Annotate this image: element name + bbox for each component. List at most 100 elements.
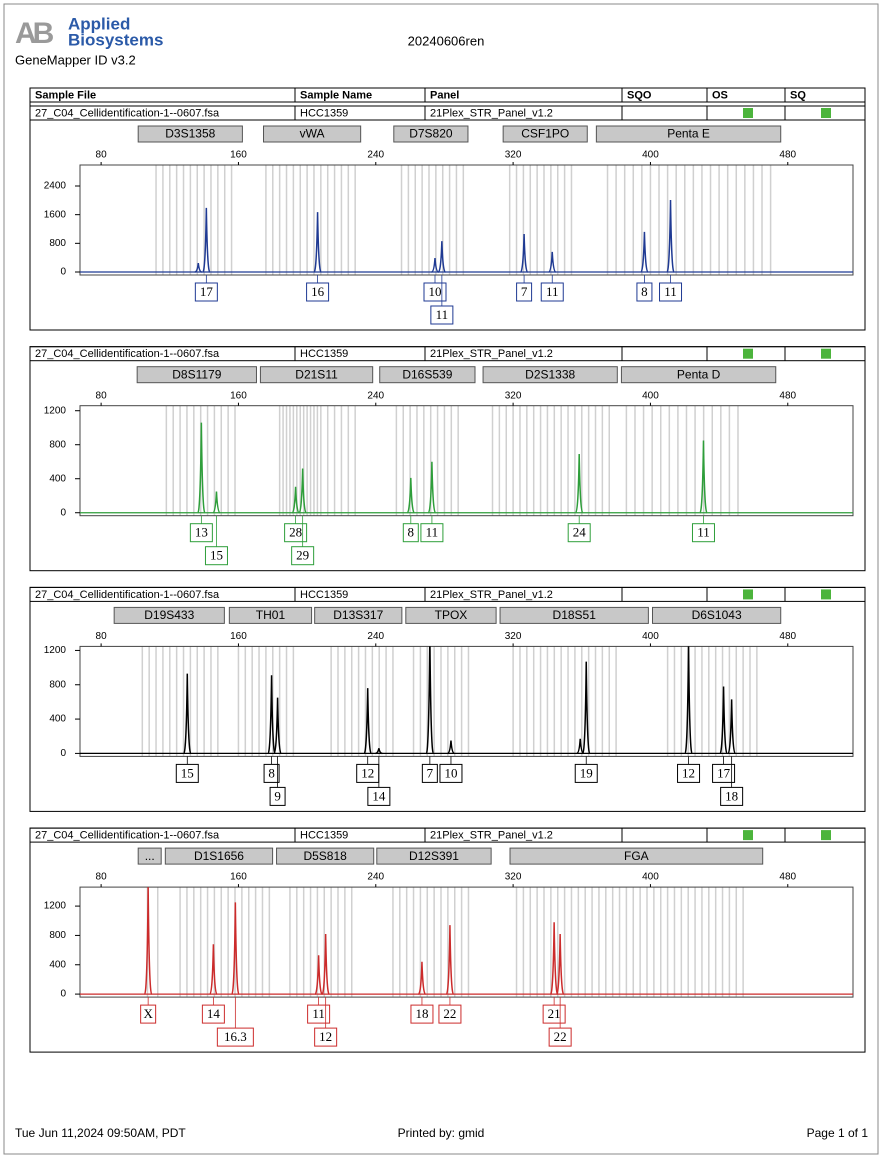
- allele-box: [659, 282, 683, 302]
- peak: [231, 902, 240, 995]
- allele-box: [430, 305, 454, 325]
- allele-box: [291, 546, 315, 566]
- column-header: Sample Name: [300, 89, 372, 101]
- footer-timestamp: Tue Jun 11,2024 09:50AM, PDT: [15, 1126, 186, 1140]
- allele-box: [306, 282, 330, 302]
- peak: [375, 748, 383, 755]
- marker-box: [164, 847, 274, 865]
- allele-label: 8: [408, 525, 415, 540]
- allele-label: 10: [428, 284, 441, 299]
- allele-label: 11: [664, 284, 677, 299]
- marker-box: [499, 606, 649, 624]
- marker-name: D18S51: [553, 608, 597, 622]
- x-tick-label: 160: [230, 390, 247, 401]
- allele-label: 18: [415, 1006, 428, 1021]
- allele-label: 11: [546, 284, 559, 299]
- y-tick-label: 1200: [44, 901, 67, 912]
- peak: [431, 257, 439, 273]
- marker-name: CSF1PO: [521, 127, 569, 141]
- x-tick-label: 320: [505, 390, 522, 401]
- allele-box: [201, 1004, 225, 1024]
- allele-label: 17: [717, 765, 731, 780]
- allele-box: [307, 1004, 331, 1024]
- allele-box: [194, 282, 218, 302]
- allele-label: 14: [372, 788, 386, 803]
- x-tick-label: 80: [96, 872, 108, 883]
- x-tick-label: 80: [96, 150, 108, 161]
- x-tick-label: 240: [367, 872, 384, 883]
- sample-sample-file: 27_C04_Cellidentification-1--0607.fsa: [35, 107, 220, 119]
- peak: [209, 944, 218, 995]
- peak: [202, 207, 211, 273]
- sq-flag: [821, 108, 831, 118]
- peak: [212, 491, 221, 514]
- allele-label: 12: [319, 1029, 332, 1044]
- x-tick-label: 160: [230, 150, 247, 161]
- x-tick-label: 240: [367, 631, 384, 642]
- column-header: OS: [712, 89, 728, 101]
- logo-text: Biosystems: [68, 30, 163, 49]
- allele-box: [410, 1004, 434, 1024]
- allele-label: 21: [548, 1006, 561, 1021]
- marker-box: [314, 606, 403, 624]
- sample-row: [29, 105, 866, 121]
- x-tick-label: 240: [367, 150, 384, 161]
- allele-box: [516, 282, 533, 302]
- allele-box: [677, 763, 701, 783]
- peak: [640, 231, 649, 273]
- allele-label: 28: [289, 525, 302, 540]
- marker-name: FGA: [624, 849, 649, 863]
- sample-sample-name: HCC1359: [300, 830, 348, 842]
- allele-box: [189, 523, 213, 543]
- allele-label: 8: [641, 284, 648, 299]
- y-tick-label: 400: [49, 473, 66, 484]
- marker-box: [482, 366, 618, 384]
- y-tick-label: 1200: [44, 405, 67, 416]
- logo-text: Applied: [68, 14, 130, 33]
- marker-name: TH01: [256, 608, 286, 622]
- x-tick-label: 160: [230, 872, 247, 883]
- marker-box: [228, 606, 313, 624]
- allele-label: 16: [311, 284, 325, 299]
- marker-name: D2S1338: [525, 367, 575, 381]
- logo-mark: AB: [15, 17, 54, 50]
- peak: [183, 673, 192, 755]
- allele-box: [263, 763, 280, 783]
- allele-box: [216, 1027, 254, 1047]
- x-tick-label: 480: [779, 390, 796, 401]
- marker-name: D8S1179: [172, 367, 221, 381]
- x-tick-label: 320: [505, 150, 522, 161]
- trace: [80, 199, 853, 273]
- marker-name: D3S1358: [165, 127, 215, 141]
- y-tick-label: 1600: [44, 209, 67, 220]
- marker-name: D13S317: [333, 608, 383, 622]
- sample-sample-name: HCC1359: [300, 589, 348, 601]
- peak: [684, 646, 693, 755]
- allele-label: 8: [268, 765, 275, 780]
- allele-label: 13: [195, 525, 208, 540]
- allele-box: [540, 282, 564, 302]
- y-tick-label: 0: [60, 989, 66, 1000]
- marker-box: [276, 847, 375, 865]
- column-header: SQO: [627, 89, 652, 101]
- sample-sample-file: 27_C04_Cellidentification-1--0607.fsa: [35, 348, 220, 360]
- x-tick-label: 400: [642, 631, 659, 642]
- plot-frame: [79, 164, 854, 276]
- peak: [548, 251, 557, 273]
- footer-printed-by: Printed by: gmid: [398, 1126, 485, 1140]
- marker-name: D7S820: [409, 127, 453, 141]
- peak: [549, 922, 559, 995]
- marker-box: [651, 606, 782, 624]
- allele-box: [548, 1027, 572, 1047]
- column-header: Sample File: [35, 89, 96, 101]
- marker-name: D19S433: [144, 608, 194, 622]
- peak: [437, 241, 447, 273]
- sample-row: [29, 827, 866, 843]
- y-tick-label: 1200: [44, 645, 67, 656]
- x-tick-label: 480: [779, 872, 796, 883]
- plot-frame: [79, 886, 854, 998]
- sq-flag: [821, 348, 831, 359]
- peak: [363, 688, 372, 755]
- marker-name: TPOX: [435, 608, 468, 622]
